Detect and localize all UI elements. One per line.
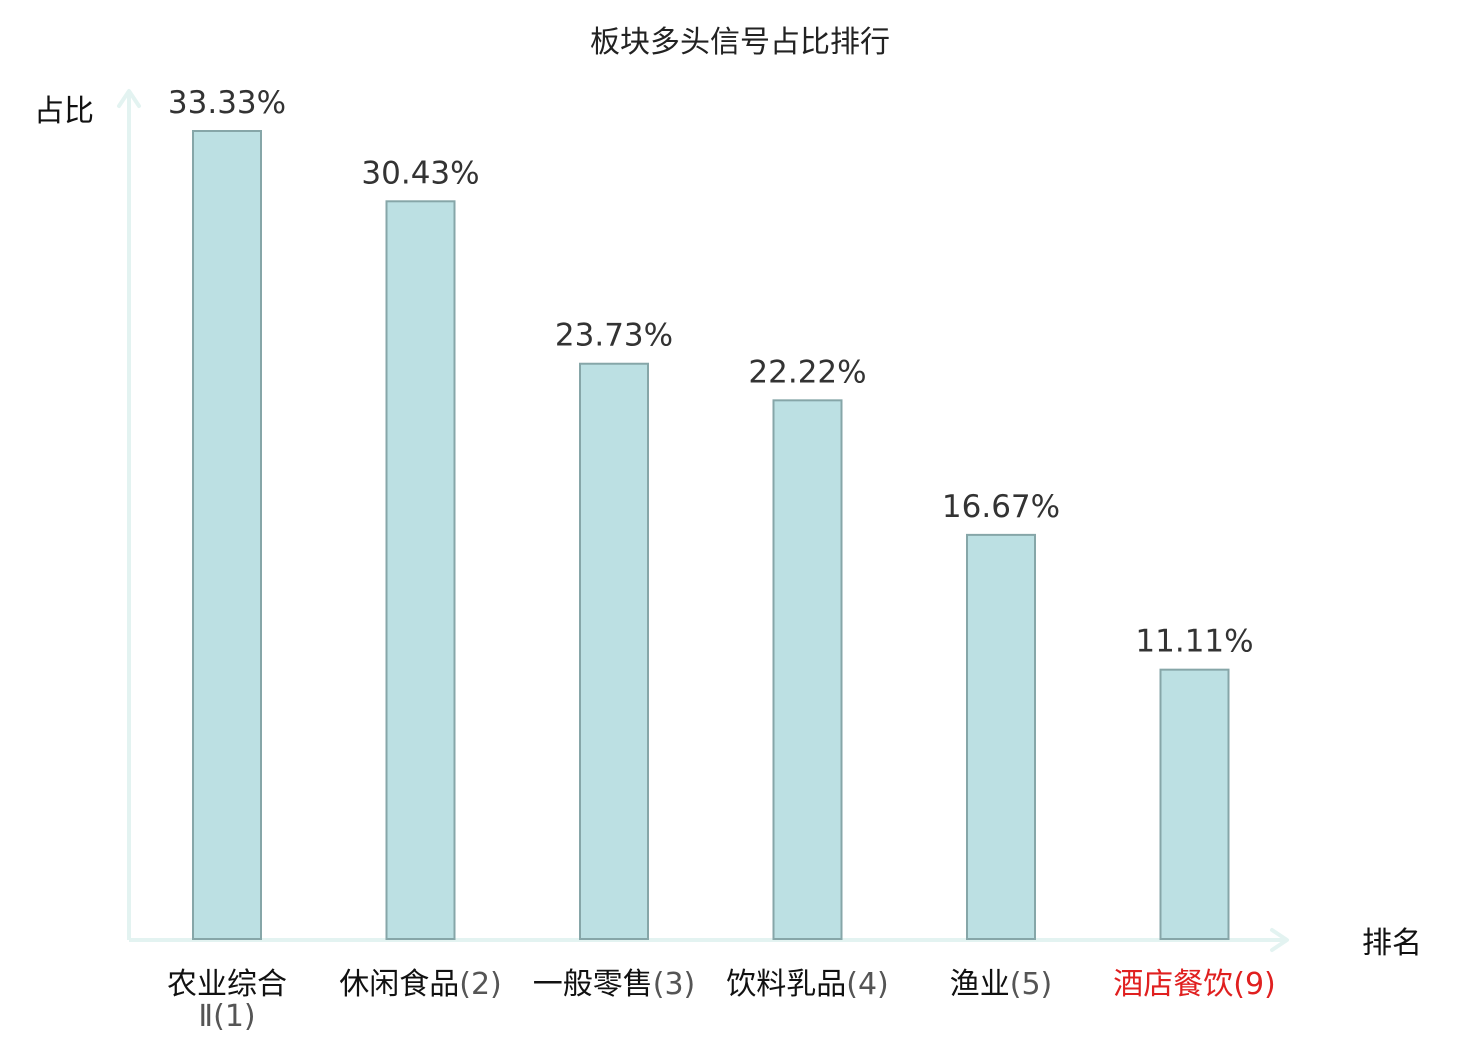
category-label: 酒店餐饮(9) [1113,967,1276,1002]
category-label: 饮料乳品(4) [726,967,889,1002]
category-label-line2: Ⅱ(1) [198,999,255,1034]
category-rank: (3) [653,967,696,1002]
category-name: 渔业 [950,967,1010,1002]
category-rank: (5) [1010,967,1053,1002]
category-name: 酒店餐饮 [1113,967,1233,1002]
category-name: 一般零售 [533,967,653,1002]
axes [117,89,1289,952]
value-label: 22.22% [748,354,866,390]
bar [1159,668,1230,941]
category-rank: (2) [459,967,502,1002]
value-label: 33.33% [168,85,286,121]
value-label: 16.67% [942,489,1060,525]
y-axis-arrow-icon [117,89,141,108]
category-label: 一般零售(3) [533,967,696,1002]
value-label: 30.43% [361,155,479,191]
bar [579,362,649,940]
category-rank: (1) [213,999,256,1034]
bars-group [192,130,1230,941]
category-label: 农业综合 [167,967,287,1002]
bar [385,200,456,940]
category-rank: (9) [1233,967,1276,1002]
category-name: 饮料乳品 [726,967,846,1002]
category-rank: (4) [846,967,889,1002]
category-label: 休闲食品(2) [339,967,502,1002]
value-label: 11.11% [1135,624,1253,660]
value-label: 23.73% [555,318,673,354]
y-axis-label: 占比 [34,94,94,129]
category-name: 农业综合 [167,967,287,1002]
category-label: 渔业(5) [950,967,1053,1002]
bar [772,399,843,941]
x-axis-arrow-icon [1270,928,1289,952]
chart-title: 板块多头信号占比排行 [590,25,890,60]
category-name-suffix: Ⅱ [198,999,213,1034]
value-labels-group: 33.33% 30.43% 23.73% 22.22% 16.67% 11.11% [168,85,1254,660]
bar [192,130,262,940]
x-axis-label: 排名 [1362,926,1422,961]
category-name: 休闲食品 [339,967,459,1002]
bar [966,533,1036,940]
